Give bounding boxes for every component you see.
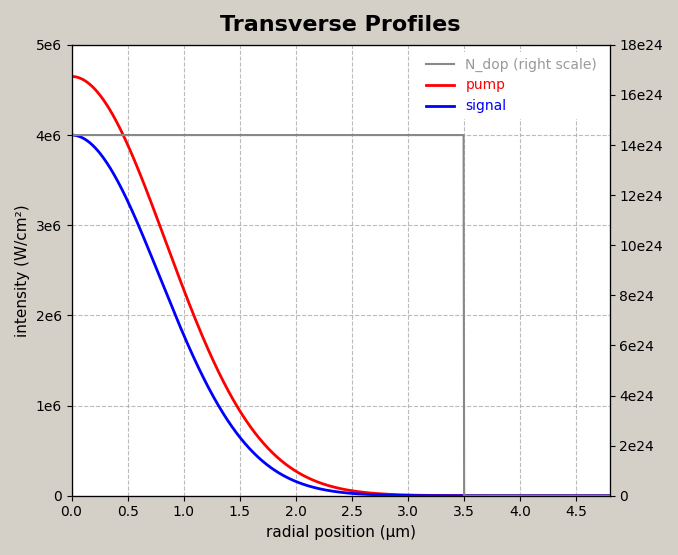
N_dop (right scale) bbox=[497, 492, 505, 499]
N_dop (right scale) bbox=[605, 492, 614, 499]
pump bbox=[437, 492, 445, 499]
Title: Transverse Profiles: Transverse Profiles bbox=[220, 15, 461, 35]
N_dop (right scale) bbox=[487, 492, 496, 499]
signal bbox=[123, 195, 131, 202]
pump bbox=[123, 139, 131, 145]
signal bbox=[497, 492, 505, 499]
N_dop (right scale) bbox=[460, 492, 468, 499]
pump bbox=[285, 463, 293, 470]
signal bbox=[304, 483, 313, 490]
signal bbox=[605, 492, 614, 499]
Line: signal: signal bbox=[71, 135, 610, 496]
N_dop (right scale) bbox=[285, 132, 293, 138]
N_dop (right scale) bbox=[67, 132, 75, 138]
X-axis label: radial position (µm): radial position (µm) bbox=[266, 525, 416, 540]
pump bbox=[67, 73, 75, 80]
signal bbox=[285, 475, 293, 482]
signal bbox=[487, 492, 495, 499]
N_dop (right scale) bbox=[437, 132, 445, 138]
signal bbox=[67, 132, 75, 138]
pump bbox=[605, 492, 614, 499]
Line: pump: pump bbox=[71, 77, 610, 496]
pump bbox=[304, 475, 313, 481]
Legend: N_dop (right scale), pump, signal: N_dop (right scale), pump, signal bbox=[421, 52, 603, 119]
N_dop (right scale) bbox=[123, 132, 131, 138]
pump bbox=[487, 492, 495, 499]
Line: N_dop (right scale): N_dop (right scale) bbox=[71, 135, 610, 496]
Y-axis label: intensity (W/cm²): intensity (W/cm²) bbox=[15, 204, 30, 337]
pump bbox=[497, 492, 505, 499]
signal bbox=[437, 492, 445, 499]
N_dop (right scale) bbox=[304, 132, 313, 138]
